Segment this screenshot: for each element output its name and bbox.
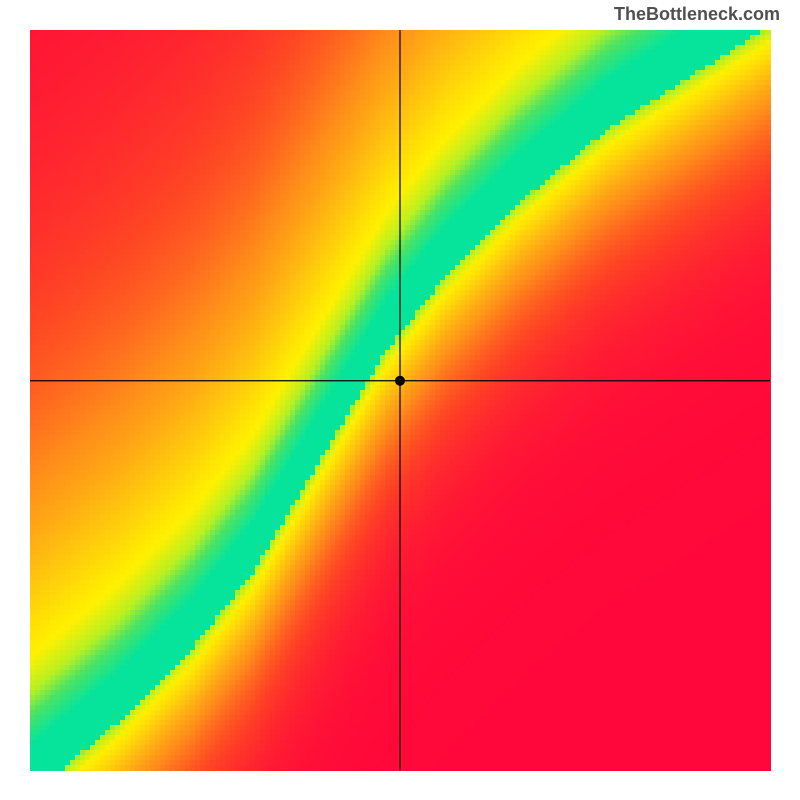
- watermark-text: TheBottleneck.com: [614, 4, 780, 25]
- bottleneck-heatmap: [0, 0, 800, 800]
- chart-container: { "watermark": { "text": "TheBottleneck.…: [0, 0, 800, 800]
